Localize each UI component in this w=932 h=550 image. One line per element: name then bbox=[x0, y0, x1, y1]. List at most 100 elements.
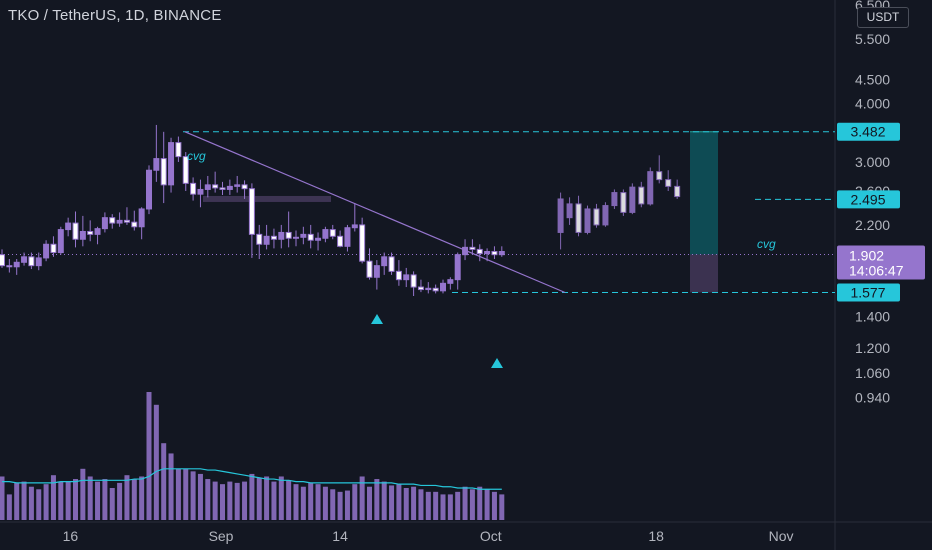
volume-bar bbox=[28, 486, 34, 520]
trendline bbox=[184, 131, 566, 294]
volume-bar bbox=[21, 481, 27, 520]
symbol-title[interactable]: TKO / TetherUS, 1D, BINANCE bbox=[8, 7, 222, 24]
candle-body bbox=[153, 158, 160, 171]
volume-bar bbox=[418, 489, 424, 520]
volume-bar bbox=[109, 488, 115, 520]
candle bbox=[168, 137, 175, 193]
candle-body bbox=[337, 235, 344, 247]
candle-body bbox=[491, 250, 498, 256]
y-tick-label: 1.400 bbox=[855, 309, 890, 325]
candle-body bbox=[43, 243, 50, 259]
candle bbox=[79, 215, 86, 247]
countdown-label: 14:06:47 bbox=[849, 262, 904, 278]
volume-bar bbox=[322, 486, 328, 520]
volume-bar bbox=[146, 392, 152, 520]
volume-bar bbox=[95, 481, 101, 520]
price-badge bbox=[837, 190, 900, 209]
volume-bar bbox=[499, 494, 505, 520]
candle-body bbox=[94, 228, 101, 235]
volume-bar bbox=[433, 491, 439, 520]
candle-body bbox=[204, 184, 211, 190]
volume-bar bbox=[175, 468, 181, 520]
candle-body bbox=[307, 233, 314, 241]
candle-body bbox=[584, 208, 591, 233]
candle bbox=[197, 179, 204, 208]
candle bbox=[329, 224, 336, 240]
candle bbox=[395, 260, 402, 286]
candle-body bbox=[278, 231, 285, 240]
candle bbox=[359, 217, 366, 264]
candle bbox=[425, 282, 432, 294]
candle bbox=[484, 248, 491, 262]
candle-body bbox=[366, 260, 373, 278]
volume-bar bbox=[462, 486, 468, 520]
price-badge-label: 1.577 bbox=[850, 285, 885, 301]
candle bbox=[94, 226, 101, 245]
candle-body bbox=[476, 248, 483, 255]
projected-bar bbox=[584, 205, 591, 235]
volume-bar bbox=[212, 481, 218, 520]
candle-body bbox=[21, 256, 28, 263]
candle bbox=[72, 211, 79, 248]
candle-body bbox=[0, 254, 5, 267]
volume-bar bbox=[440, 494, 446, 520]
currency-button[interactable]: USDT bbox=[857, 7, 909, 28]
candle bbox=[491, 246, 498, 259]
volume-bar bbox=[381, 481, 387, 520]
candle-body bbox=[50, 243, 57, 254]
volume-bar bbox=[337, 491, 343, 520]
candle-body bbox=[395, 270, 402, 281]
candle bbox=[469, 239, 476, 255]
candle bbox=[315, 232, 322, 251]
volume-bar bbox=[14, 482, 20, 520]
volume-bar bbox=[73, 479, 78, 520]
y-tick-label: 1.060 bbox=[855, 365, 890, 381]
candle bbox=[388, 252, 395, 275]
volume-bar bbox=[220, 484, 225, 520]
candle bbox=[476, 244, 483, 262]
candle bbox=[270, 228, 277, 249]
volume-bar bbox=[249, 473, 255, 520]
candle-body bbox=[293, 236, 299, 239]
volume-bar bbox=[477, 486, 483, 520]
candle-body bbox=[566, 203, 573, 219]
volume-bar bbox=[124, 475, 130, 520]
volume-bar bbox=[411, 486, 417, 520]
projected-bar bbox=[629, 183, 636, 215]
candle-body bbox=[212, 184, 219, 189]
candle-body bbox=[425, 287, 432, 291]
candle-body bbox=[146, 169, 152, 210]
candle bbox=[131, 210, 138, 231]
volume-bar bbox=[242, 481, 248, 520]
volume-bar bbox=[308, 482, 314, 520]
volume-bar bbox=[330, 489, 336, 520]
candle bbox=[65, 217, 72, 237]
candle bbox=[35, 252, 42, 271]
projected-bar bbox=[674, 179, 681, 199]
volume-bar bbox=[455, 491, 461, 520]
candle-body bbox=[593, 208, 600, 226]
annotation-label: cvg bbox=[187, 149, 206, 163]
volume-bar bbox=[197, 473, 203, 520]
candle-body bbox=[226, 185, 233, 190]
candle-body bbox=[175, 142, 182, 158]
candle-body bbox=[28, 256, 35, 267]
candle-body bbox=[160, 158, 167, 186]
candle bbox=[462, 239, 469, 261]
x-tick-label: 14 bbox=[332, 528, 348, 544]
candle bbox=[293, 230, 299, 247]
volume-bar bbox=[36, 489, 42, 520]
candle bbox=[278, 224, 285, 249]
volume-bar bbox=[264, 476, 270, 520]
candle bbox=[123, 207, 130, 225]
candle-body bbox=[620, 192, 627, 213]
volume-bar bbox=[0, 476, 5, 520]
candle bbox=[0, 249, 5, 268]
candle-body bbox=[674, 185, 681, 198]
candle-body bbox=[373, 265, 380, 278]
y-tick-label: 4.500 bbox=[855, 72, 890, 88]
volume-bar bbox=[168, 453, 174, 520]
volume-bar bbox=[117, 482, 123, 520]
candle-body bbox=[315, 237, 322, 241]
